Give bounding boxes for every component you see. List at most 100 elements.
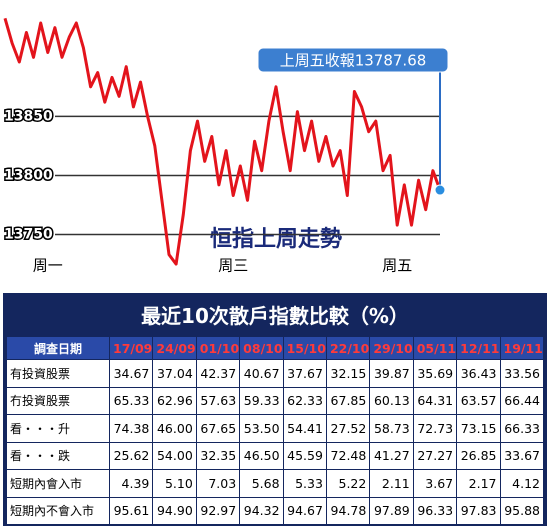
table-cell: 39.87 — [369, 359, 414, 388]
table-cell: 64.31 — [412, 386, 458, 415]
table-cell: 27.52 — [325, 414, 371, 443]
table-cell: 58.73 — [369, 414, 414, 443]
table-cell: 32.35 — [195, 441, 241, 470]
y-tick-label: 13850 — [4, 108, 53, 124]
table-cell: 25.62 — [108, 441, 154, 470]
table-cell: 66.33 — [499, 414, 545, 443]
chart: 恒指上周走勢 13750 13800 13850 周一 周三 周五 上周五收報13787.6… — [3, 17, 449, 275]
table-panel: 最近10次散戶指數比較（%） 調查日期 17/09 24/09 01/10 08/10 1… — [3, 293, 547, 526]
table-row: 看・・・跌 25.62 54.00 32.35 46.50 45.59 72.48 41.27… — [6, 441, 545, 470]
row-label: 冇投資股票 — [6, 386, 110, 415]
last-point — [434, 184, 446, 196]
table-row: 有投資股票 34.67 37.04 42.37 40.67 37.67 32.15 39.87… — [6, 359, 545, 388]
table-cell: 26.85 — [456, 441, 501, 470]
table: 調查日期 17/09 24/09 01/10 08/10 15/10 22/10 29/10 0… — [6, 336, 545, 525]
table-cell: 37.67 — [282, 359, 327, 388]
table-cell: 53.50 — [239, 414, 284, 443]
table-cell: 94.32 — [239, 496, 284, 525]
table-cell: 5.22 — [325, 469, 371, 498]
table-cell: 46.00 — [152, 414, 197, 443]
header-cell: 24/09 — [152, 336, 197, 360]
table-cell: 94.90 — [152, 496, 197, 525]
table-cell: 27.27 — [412, 441, 458, 470]
x-tick-label: 周三 — [218, 257, 248, 275]
table-cell: 35.69 — [412, 359, 458, 388]
table-cell: 73.15 — [456, 414, 501, 443]
row-label: 短期內會入市 — [6, 469, 110, 498]
x-tick-label: 周一 — [33, 257, 63, 275]
table-cell: 67.65 — [195, 414, 241, 443]
y-tick-label: 13800 — [4, 167, 53, 183]
table-cell: 62.33 — [282, 386, 327, 415]
chart-title: 恒指上周走勢 — [210, 226, 342, 252]
table-cell: 92.97 — [195, 496, 241, 525]
callout-box — [257, 47, 449, 73]
table-cell: 60.13 — [369, 386, 414, 415]
table-row: 短期內不會入市 95.61 94.90 92.97 94.32 94.67 94.78 97.… — [6, 496, 545, 525]
header-cell: 調查日期 — [6, 336, 110, 360]
table-cell: 33.56 — [499, 359, 545, 388]
table-cell: 72.48 — [325, 441, 371, 470]
table-cell: 57.63 — [195, 386, 241, 415]
row-label: 有投資股票 — [6, 359, 110, 388]
table-cell: 65.33 — [108, 386, 154, 415]
table-cell: 67.85 — [325, 386, 371, 415]
table-cell: 63.57 — [456, 386, 501, 415]
table-cell: 4.39 — [108, 469, 154, 498]
table-cell: 66.44 — [499, 386, 545, 415]
table-cell: 94.67 — [282, 496, 327, 525]
table-cell: 2.11 — [369, 469, 414, 498]
table-cell: 40.67 — [239, 359, 284, 388]
table-cell: 36.43 — [456, 359, 501, 388]
table-row: 短期內會入市 4.39 5.10 7.03 5.68 5.33 5.22 2.11 3.67 2.… — [6, 469, 545, 498]
header-cell: 17/09 — [108, 336, 154, 360]
table-cell: 7.03 — [195, 469, 241, 498]
header-cell: 01/10 — [195, 336, 241, 360]
table-cell: 59.33 — [239, 386, 284, 415]
table-cell: 2.17 — [456, 469, 501, 498]
table-row: 看・・・升 74.38 46.00 67.65 53.50 54.41 27.52 58.73… — [6, 414, 545, 443]
table-cell: 46.50 — [239, 441, 284, 470]
table-cell: 3.67 — [412, 469, 458, 498]
table-cell: 74.38 — [108, 414, 154, 443]
table-title: 最近10次散戶指數比較（%） — [141, 304, 409, 328]
table-cell: 97.89 — [369, 496, 414, 525]
table-cell: 5.10 — [152, 469, 197, 498]
header-cell: 22/10 — [325, 336, 371, 360]
callout-text: 上周五收報13787.68 — [280, 52, 427, 70]
table-cell: 72.73 — [412, 414, 458, 443]
table-cell: 54.41 — [282, 414, 327, 443]
table-cell: 96.33 — [412, 496, 458, 525]
table-cell: 97.83 — [456, 496, 501, 525]
x-tick-label: 周五 — [382, 257, 412, 275]
header-row: 調查日期 17/09 24/09 01/10 08/10 15/10 22/10 29/10 0… — [6, 336, 545, 360]
table-cell: 95.61 — [108, 496, 154, 525]
price-line — [3, 17, 442, 266]
y-tick-label: 13750 — [4, 227, 53, 243]
table-row: 冇投資股票 65.33 62.96 57.63 59.33 62.33 67.85 60.13… — [6, 386, 545, 415]
table-cell: 5.68 — [239, 469, 284, 498]
header-cell: 08/10 — [239, 336, 284, 360]
table-cell: 32.15 — [325, 359, 371, 388]
table-body: 調查日期 17/09 24/09 01/10 08/10 15/10 22/10 29/10 0… — [6, 336, 545, 525]
table-cell: 95.88 — [499, 496, 545, 525]
table-cell: 33.67 — [499, 441, 545, 470]
table-cell: 34.67 — [108, 359, 154, 388]
table-cell: 45.59 — [282, 441, 327, 470]
header-cell: 12/11 — [456, 336, 501, 360]
table-cell: 41.27 — [369, 441, 414, 470]
table-cell: 42.37 — [195, 359, 241, 388]
table-cell: 4.12 — [499, 469, 545, 498]
header-cell: 19/11 — [499, 336, 545, 360]
table-cell: 54.00 — [152, 441, 197, 470]
row-label: 看・・・升 — [6, 414, 110, 443]
header-cell: 29/10 — [369, 336, 414, 360]
header-cell: 15/10 — [282, 336, 327, 360]
table-cell: 62.96 — [152, 386, 197, 415]
table-cell: 37.04 — [152, 359, 197, 388]
header-cell: 05/11 — [412, 336, 458, 360]
row-label: 短期內不會入市 — [6, 496, 110, 525]
table-cell: 5.33 — [282, 469, 327, 498]
table-cell: 94.78 — [325, 496, 371, 525]
